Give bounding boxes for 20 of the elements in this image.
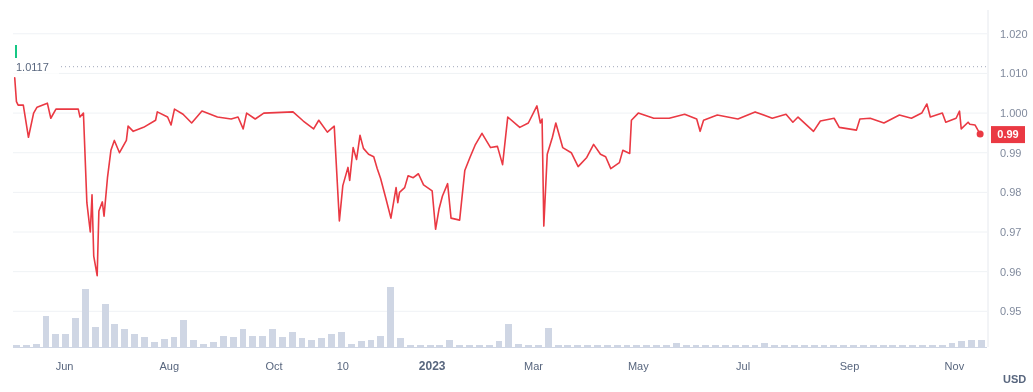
y-tick-label: 0.98 — [1000, 186, 1022, 199]
y-tick-label: 1.010 — [1000, 67, 1028, 80]
x-tick-label: Jul — [736, 360, 751, 372]
x-tick-label: Mar — [524, 360, 544, 372]
x-tick-label: Aug — [159, 360, 180, 372]
ref-line-label: 1.0117 — [16, 60, 49, 73]
y-tick-label: 1.000 — [1000, 106, 1028, 119]
x-tick-label: 10 — [336, 360, 349, 372]
y-tick-label: 0.96 — [1000, 265, 1022, 278]
x-tick-label: Oct — [265, 360, 283, 372]
x-tick-label: 2023 — [418, 359, 446, 373]
y-tick-label: 1.020 — [1000, 27, 1028, 40]
x-tick-label: May — [627, 360, 650, 372]
x-tick-label: Sep — [839, 360, 860, 372]
x-tick-label: Jun — [55, 360, 74, 372]
y-tick-label: 0.95 — [1000, 305, 1022, 318]
y-tick-label: 0.99 — [1000, 146, 1022, 159]
x-tick-label: Nov — [944, 360, 965, 372]
y-tick-label: 0.97 — [1000, 225, 1022, 238]
y-axis-title: USD — [1003, 373, 1027, 385]
